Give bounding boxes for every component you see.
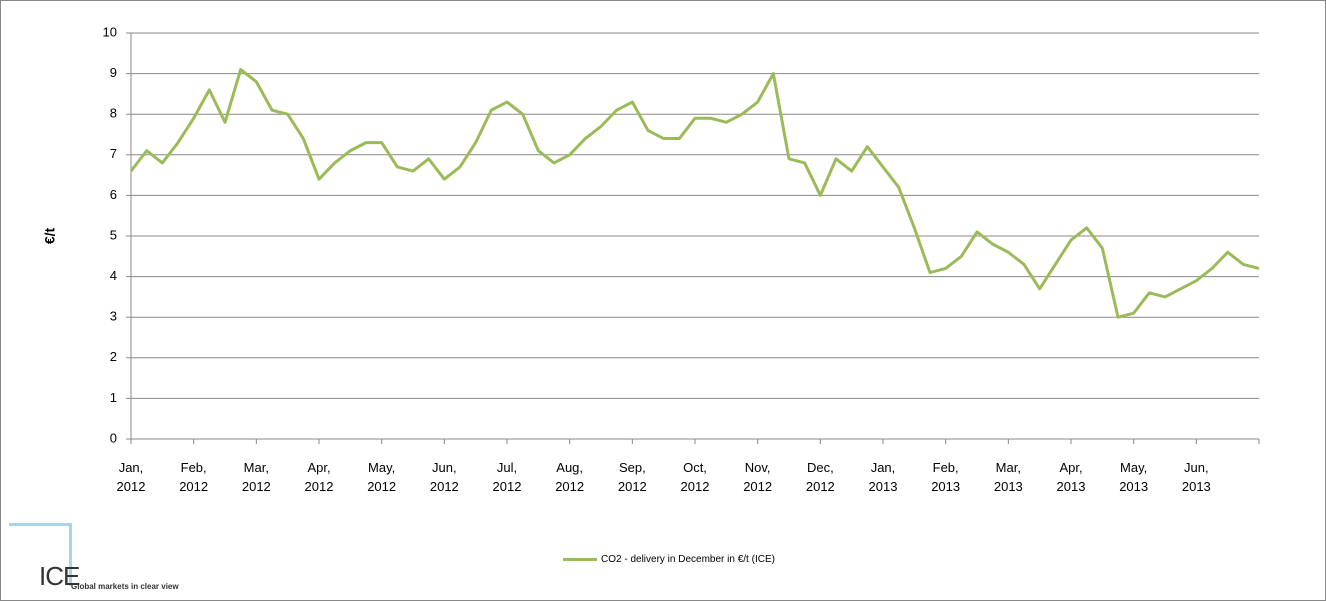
- legend-swatch: [563, 558, 597, 561]
- x-tick-label: May, 2013: [1119, 460, 1149, 494]
- x-tick-label: Nov, 2012: [743, 460, 773, 494]
- y-tick-label: 8: [110, 106, 117, 121]
- y-axis-label: €/t: [42, 227, 58, 244]
- legend: CO2 - delivery in December in €/t (ICE): [563, 554, 775, 565]
- y-tick-label: 5: [110, 227, 117, 242]
- x-tick-label: Feb, 2012: [179, 460, 209, 494]
- y-tick-label: 2: [110, 349, 117, 364]
- y-tick-label: 7: [110, 146, 117, 161]
- y-tick-label: 4: [110, 268, 117, 283]
- x-tick-label: Jan, 2013: [868, 460, 898, 494]
- y-tick-label: 3: [110, 309, 117, 324]
- y-tick-label: 9: [110, 65, 117, 80]
- y-tick-label: 10: [103, 24, 117, 39]
- x-tick-label: Aug, 2012: [555, 460, 585, 494]
- x-tick-label: Jun, 2012: [429, 460, 459, 494]
- x-tick-label: Jun, 2013: [1181, 460, 1211, 494]
- logo-name: ICE: [39, 561, 80, 591]
- y-tick-label: 6: [110, 187, 117, 202]
- x-tick-label: Dec, 2012: [805, 460, 835, 494]
- x-tick-label: Mar, 2013: [993, 460, 1023, 494]
- data-line: [129, 68, 1260, 319]
- legend-label: CO2 - delivery in December in €/t (ICE): [601, 554, 775, 565]
- x-tick-label: Apr, 2013: [1056, 460, 1086, 494]
- x-tick-label: Jul, 2012: [492, 460, 522, 494]
- y-tick-label: 0: [110, 430, 117, 445]
- x-tick-label: Mar, 2012: [241, 460, 271, 494]
- x-tick-label: May, 2012: [367, 460, 397, 494]
- y-tick-label: 1: [110, 390, 117, 405]
- logo-tagline: Global markets in clear view: [71, 582, 179, 591]
- logo-frame: [9, 523, 72, 586]
- x-tick-label: Sep, 2012: [617, 460, 647, 494]
- x-tick-label: Feb, 2013: [931, 460, 961, 494]
- x-tick-label: Oct, 2012: [680, 460, 710, 494]
- x-tick-label: Apr, 2012: [304, 460, 334, 494]
- x-tick-label: Jan, 2012: [116, 460, 146, 494]
